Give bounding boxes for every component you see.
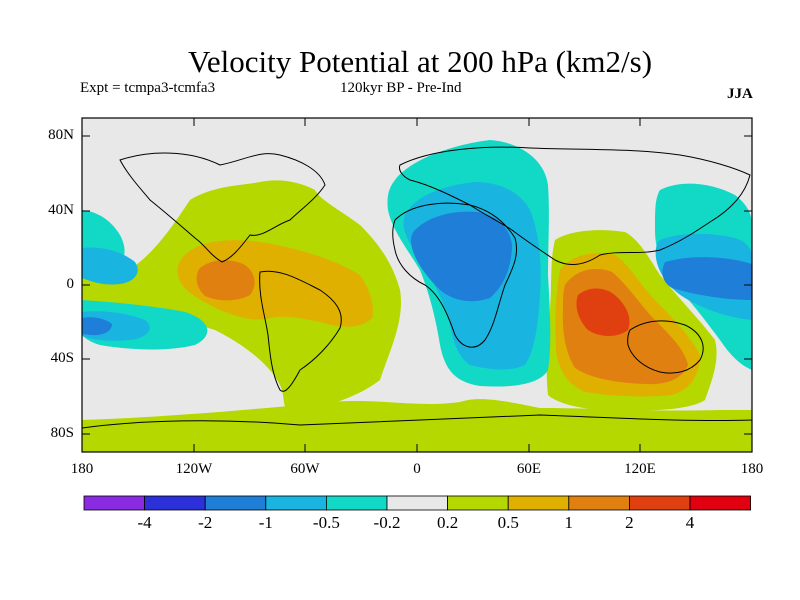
coastline-antarctica xyxy=(82,414,752,429)
colorbar-label: -0.5 xyxy=(312,513,340,532)
axis-ticks xyxy=(82,118,752,452)
colorbar-box xyxy=(568,495,630,511)
experiment-label: Expt = tcmpa3-tcmfa3 xyxy=(80,80,216,96)
lon-label-120e: 120E xyxy=(624,461,656,477)
season-label: JJA xyxy=(727,86,753,102)
colorbar-label: -4 xyxy=(137,513,152,532)
colorbar-box xyxy=(447,495,509,511)
colorbar-label: -0.2 xyxy=(373,513,401,532)
colorbar-label: -1 xyxy=(258,513,273,532)
lat-label-80s: 80S xyxy=(50,425,74,441)
positive-2-indian-ocean xyxy=(576,288,630,336)
colorbar-box xyxy=(386,495,448,511)
lat-label-40n: 40N xyxy=(48,202,74,218)
coastline-australia xyxy=(627,320,704,374)
colorbar-box xyxy=(325,495,388,511)
coastline-north-america xyxy=(119,152,326,263)
colorbar-box xyxy=(144,495,206,511)
lon-label-60e: 60E xyxy=(516,461,542,477)
coastline-africa xyxy=(392,202,518,348)
colorbar-label: 1 xyxy=(564,513,574,532)
lon-label-0: 0 xyxy=(413,461,421,477)
coastline-eurasia xyxy=(399,146,751,266)
colorbar-label: 4 xyxy=(685,513,695,532)
negative-1-south-pacific xyxy=(82,317,112,336)
period-label: 120kyr BP - Pre-Ind xyxy=(340,80,462,96)
lon-label-180w: 180 xyxy=(70,461,94,477)
colorbar-box xyxy=(689,495,751,511)
colorbar-box xyxy=(629,495,691,511)
negative-1-africa xyxy=(411,211,512,302)
negative-1-west-pacific xyxy=(662,257,752,300)
colorbar xyxy=(83,495,751,511)
colorbar-label: 2 xyxy=(625,513,634,532)
colorbar-box xyxy=(83,495,145,511)
lon-label-60w: 60W xyxy=(290,461,320,477)
colorbar-label: 0.2 xyxy=(436,513,459,532)
positive-region-southern xyxy=(82,399,752,452)
colorbar-box xyxy=(204,495,267,511)
coastline-south-america xyxy=(259,270,342,392)
colorbar-box xyxy=(507,495,570,511)
lat-label-80n: 80N xyxy=(48,127,74,143)
lat-label-eq: 0 xyxy=(66,276,75,292)
contour-field xyxy=(82,118,752,452)
colorbar-label: -2 xyxy=(198,513,213,532)
lon-label-120w: 120W xyxy=(175,461,213,477)
lat-label-40s: 40S xyxy=(50,350,74,366)
lon-label-180e: 180 xyxy=(740,461,764,477)
map-title: Velocity Potential at 200 hPa (km2/s) xyxy=(187,44,653,79)
positive-1-americas xyxy=(196,260,255,301)
colorbar-label: 0.5 xyxy=(497,513,519,532)
negative-0.5-east-pacific xyxy=(82,247,138,285)
coastlines xyxy=(82,146,752,429)
colorbar-box xyxy=(265,495,327,511)
